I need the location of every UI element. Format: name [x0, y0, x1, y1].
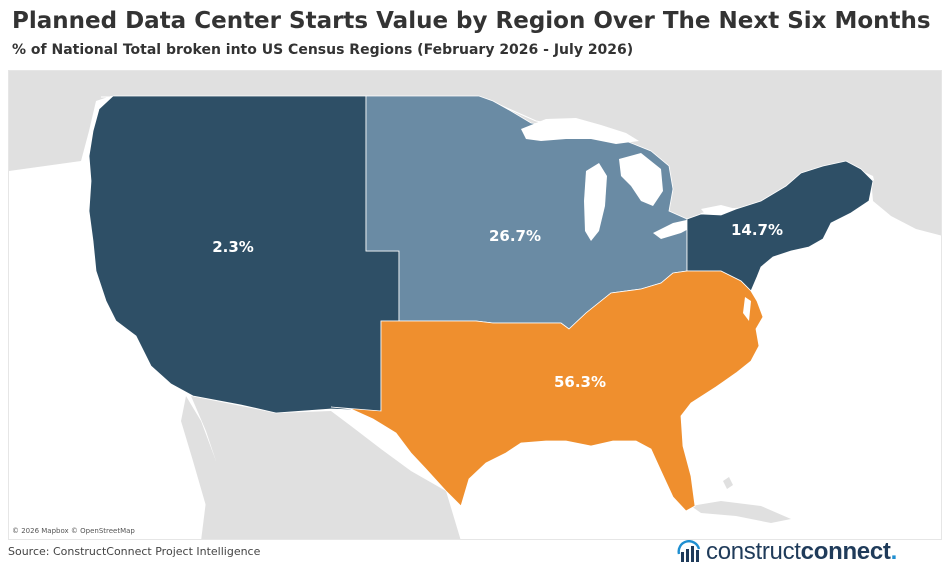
canada-land [9, 71, 941, 236]
map-canvas[interactable]: 2.3% 26.7% 14.7% 56.3% [8, 70, 942, 540]
mexico-land [191, 396, 461, 539]
bc-coast-land [9, 101, 96, 171]
logo-word-regular: construct [706, 538, 801, 565]
chesapeake-bay [743, 297, 751, 321]
label-midwest: 26.7% [489, 227, 541, 245]
baja-land [181, 396, 236, 539]
cuba-land [691, 501, 791, 523]
map-title: Planned Data Center Starts Value by Regi… [12, 8, 931, 34]
lake-superior [521, 118, 639, 144]
maritimes-land [871, 179, 941, 236]
label-south: 56.3% [554, 373, 606, 391]
logo-wordmark: constructconnect. [706, 538, 897, 566]
map-subtitle: % of National Total broken into US Censu… [12, 42, 634, 58]
constructconnect-logo: constructconnect. [676, 538, 897, 566]
region-south[interactable] [330, 270, 764, 512]
map-svg: 2.3% 26.7% 14.7% 56.3% [9, 71, 941, 539]
logo-word-bold: connect [800, 538, 891, 565]
map-attribution[interactable]: © 2026 Mapbox © OpenStreetMap [12, 527, 135, 535]
logo-icon [677, 540, 701, 562]
lake-huron [619, 153, 663, 206]
logo-dot: . [890, 538, 898, 565]
bahamas-land [723, 477, 733, 489]
lake-michigan [584, 163, 607, 241]
source-note: Source: ConstructConnect Project Intelli… [8, 545, 261, 558]
label-northeast: 14.7% [731, 221, 783, 239]
lake-erie [653, 219, 696, 239]
label-west: 2.3% [212, 238, 254, 256]
